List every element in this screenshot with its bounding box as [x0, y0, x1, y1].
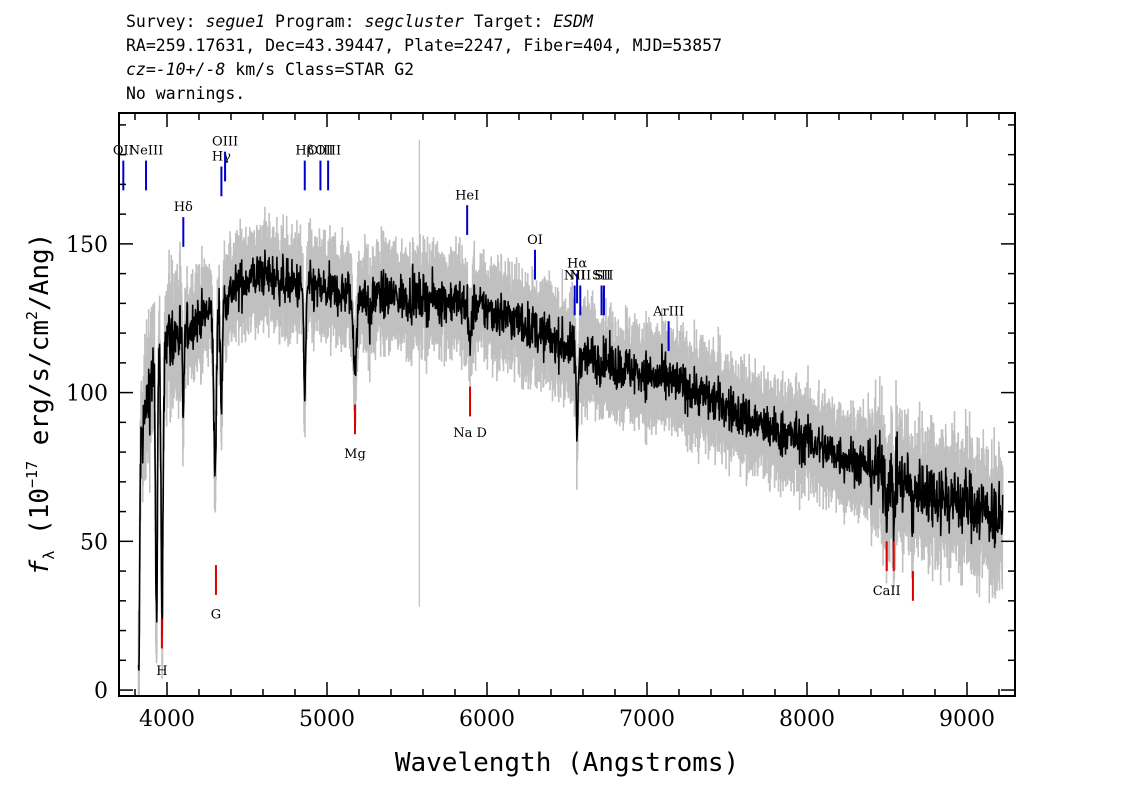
absorption-label-2: Mg [344, 447, 366, 462]
emission-label-10: NII [564, 269, 586, 284]
x-tick-label-7000: 7000 [619, 707, 675, 732]
program-prefix: Program: [265, 12, 365, 31]
emission-label-6: OIII [307, 144, 333, 159]
x-tick-label-8000: 8000 [779, 707, 835, 732]
x-tick-label-6000: 6000 [459, 707, 515, 732]
y-tick-label-0: 0 [94, 679, 108, 704]
emission-label-8: HeI [455, 188, 479, 203]
emission-label-7: OIII [315, 144, 341, 159]
x-tick-label-4000: 4000 [139, 707, 195, 732]
absorption-label-1: G [211, 608, 221, 623]
y-axis-title: fλ (10−17 erg/s/cm2/Ang) [23, 233, 58, 576]
flux-line [137, 249, 1004, 671]
survey-name: segue1 [205, 12, 266, 31]
error-band [137, 139, 1004, 696]
emission-label-12: NII [569, 269, 591, 284]
header-line-survey: Survey: segue1 Program: segcluster Targe… [126, 10, 722, 34]
emission-label-3: Hγ [212, 150, 231, 165]
spectrum-header: Survey: segue1 Program: segcluster Targe… [126, 10, 722, 106]
flux-series [137, 249, 1004, 671]
y-tick-label-100: 100 [66, 382, 108, 407]
emission-label-1: NeIII [129, 144, 163, 159]
emission-label-9: OI [527, 233, 543, 248]
x-tick-label-9000: 9000 [939, 707, 995, 732]
absorption-label-3: Na D [453, 426, 487, 441]
emission-label-15: ArIII [652, 304, 684, 319]
target-prefix: Target: [463, 12, 554, 31]
axis-ticks: 4000 5000 6000 7000 8000 9000 0 50 100 150 [66, 113, 1015, 732]
y-tick-label-150: 150 [66, 233, 108, 258]
target-name: ESDM [553, 12, 593, 31]
y-tick-label-50: 50 [80, 530, 108, 555]
emission-label-13: SII [592, 269, 611, 284]
absorption-label-4: CaII [873, 584, 901, 599]
header-line-redshift: cz=-10+/-8 km/s Class=STAR G2 [126, 58, 722, 82]
program-name: segcluster [364, 12, 464, 31]
plot-frame [118, 112, 1016, 697]
x-tick-label-5000: 5000 [299, 707, 355, 732]
survey-prefix: Survey: [126, 12, 206, 31]
emission-label-5: Hβ [295, 144, 314, 159]
emission-label-14: SII [594, 269, 613, 284]
cz-value: cz=-10+/-8 [126, 60, 226, 79]
emission-label-2: Hδ [174, 200, 193, 215]
header-line-warnings: No warnings. [126, 84, 246, 103]
x-axis-title: Wavelength (Angstroms) [395, 748, 739, 778]
absorption-label-0: H [156, 664, 167, 679]
emission-label-4: OIII [212, 135, 238, 150]
emission-label-11: Hα [567, 257, 587, 272]
header-line-coordinates: RA=259.17631, Dec=43.39447, Plate=2247, … [126, 36, 723, 55]
class-text: km/s Class=STAR G2 [225, 60, 415, 79]
